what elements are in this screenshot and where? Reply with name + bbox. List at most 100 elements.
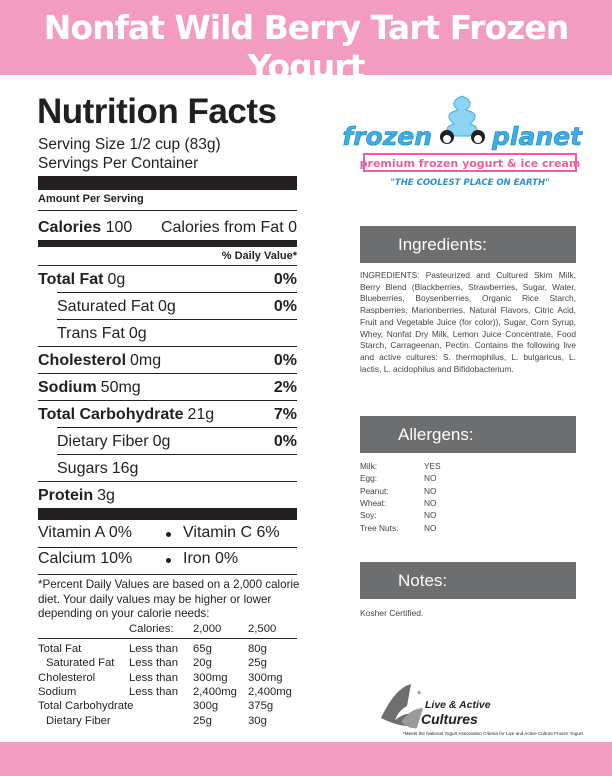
cultures-logo: * Live & Active Cultures *Meets the Nati… [381, 684, 583, 736]
allergen-name: Soy: [360, 510, 377, 521]
calories-label: Calories [38, 219, 102, 236]
bullet [166, 558, 171, 563]
nutrient-row: Cholesterol 0mg 0% [38, 347, 297, 374]
medium-rule [38, 240, 297, 247]
nutrient-row: Dietary Fiber 0g 0% [38, 428, 297, 455]
nutrient-amount: 3g [97, 486, 115, 504]
rule [57, 292, 297, 293]
nutrient-dv: 0% [273, 351, 297, 369]
nutrient-dv: 0% [273, 432, 297, 450]
dv-row-value: 2,400mg [248, 685, 292, 698]
nutrient-amount: 0g [152, 432, 171, 450]
nutrient-row: Trans Fat 0g [38, 320, 297, 347]
dv-row-value: 300mg [193, 671, 228, 684]
ingredients-heading: Ingredients: [360, 226, 576, 263]
allergen-name: Egg: [360, 473, 378, 484]
rule [38, 346, 297, 347]
logo-name: frozen [342, 122, 432, 151]
rule [38, 547, 297, 548]
nutrient-amount: 21g [187, 405, 215, 423]
cultures-mark [401, 708, 423, 729]
dv-row-value: 25g [248, 657, 267, 670]
asterisk: * [417, 689, 422, 701]
nutrient-row: Saturated Fat 0g 0% [38, 293, 297, 320]
nutrient-label: Sugars [57, 459, 108, 477]
nutrient-label: Sodium [38, 378, 97, 396]
nutrient-dv: 0% [273, 297, 297, 315]
dv-row-value: 300g [193, 700, 219, 713]
calories: Calories 100 [38, 219, 132, 237]
rule [38, 638, 297, 639]
allergen-value: NO [424, 510, 437, 521]
daily-value-header: % Daily Value* [221, 250, 297, 262]
servings-per-container: Servings Per Container [38, 155, 199, 172]
dv-row-value: 65g [193, 643, 212, 655]
cultures-footnote: *Meets the National Yogurt Association C… [403, 731, 583, 736]
logo-name: planet [491, 122, 583, 151]
dv-row-name: Cholesterol [38, 671, 96, 684]
allergen-value: NO [424, 497, 437, 508]
dv-row-value: 20g [193, 657, 212, 670]
nutrient-dv: 2% [273, 378, 297, 396]
dv-row-limit: Less than [129, 657, 178, 670]
nutrient-row: Sugars 16g [38, 455, 297, 482]
rule [38, 265, 297, 266]
thick-rule [38, 176, 297, 190]
rule [38, 373, 297, 374]
brand-logo: frozen planet premium frozen yogurt & ic… [342, 95, 583, 188]
header-bar [0, 0, 612, 75]
allergen-name: Peanut: [360, 485, 389, 496]
dv-row-name: Sodium [38, 685, 77, 698]
nutrient-amount: 0mg [130, 351, 162, 369]
dv-row-value: 300mg [248, 671, 283, 684]
nutrient-row: Total Fat 0g 0% [38, 266, 297, 293]
rule [38, 210, 297, 211]
cultures-mark [381, 684, 413, 726]
calories-amount: 100 [105, 219, 133, 236]
logo-swirl [446, 95, 478, 137]
penguin-belly [443, 135, 451, 143]
dv-row-name: Total Carbohydrate [38, 700, 134, 713]
nutrient-amount: 0g [128, 324, 147, 342]
allergen-name: Milk: [360, 461, 378, 471]
bullet [166, 532, 171, 537]
dv-header-cell: 2,500 [248, 623, 277, 635]
nutrient-label: Saturated Fat [57, 297, 154, 315]
nutrient-row: Protein 3g [38, 482, 297, 509]
allergen-value: NO [424, 485, 437, 496]
nutrient-row: Sodium 50mg 2% [38, 374, 297, 401]
rule [38, 481, 297, 482]
nutrient-amount: 16g [111, 459, 139, 477]
rule [38, 400, 297, 401]
nutrient-label: Cholesterol [38, 351, 127, 369]
allergen-value: YES [424, 461, 441, 471]
serving-size: Serving Size 1/2 cup (83g) [38, 136, 221, 153]
thick-rule [38, 508, 297, 520]
rule [57, 319, 297, 320]
ingredients-text: INGREDIENTS: Pasteurized and Cultured Sk… [360, 270, 576, 374]
notes-text: Kosher Certified. [360, 608, 424, 618]
penguin-belly [474, 135, 482, 143]
nutrient-amount: 50mg [100, 378, 141, 396]
nutrient-amount: 0g [107, 270, 126, 288]
allergens-heading: Allergens: [360, 416, 576, 453]
dv-footnote: *Percent Daily Values are based on a 2,0… [38, 578, 300, 620]
page-title: Nonfat Wild Berry Tart Frozen Yogurt [43, 8, 569, 86]
dv-row-limit: Less than [129, 643, 178, 655]
dv-row-value: 25g [193, 714, 212, 727]
dv-row-limit: Less than [129, 685, 178, 698]
nutrient-row: Total Carbohydrate 21g 7% [38, 401, 297, 428]
rule [57, 454, 297, 455]
allergen-name: Tree Nuts: [360, 522, 399, 533]
calories-from-fat: Calories from Fat 0 [160, 219, 297, 236]
nutrition-title: Nutrition Facts [37, 92, 277, 131]
allergen-name: Wheat: [360, 497, 387, 508]
nutrient-label: Total Carbohydrate [38, 405, 184, 423]
amount-per-serving: Amount Per Serving [38, 193, 144, 205]
cultures-line2: Cultures [421, 711, 478, 727]
dv-row-value: 2,400mg [193, 685, 237, 698]
tagline-frame [363, 153, 577, 172]
vitamin: Iron 0% [183, 550, 239, 567]
dv-row-value: 30g [248, 714, 267, 727]
